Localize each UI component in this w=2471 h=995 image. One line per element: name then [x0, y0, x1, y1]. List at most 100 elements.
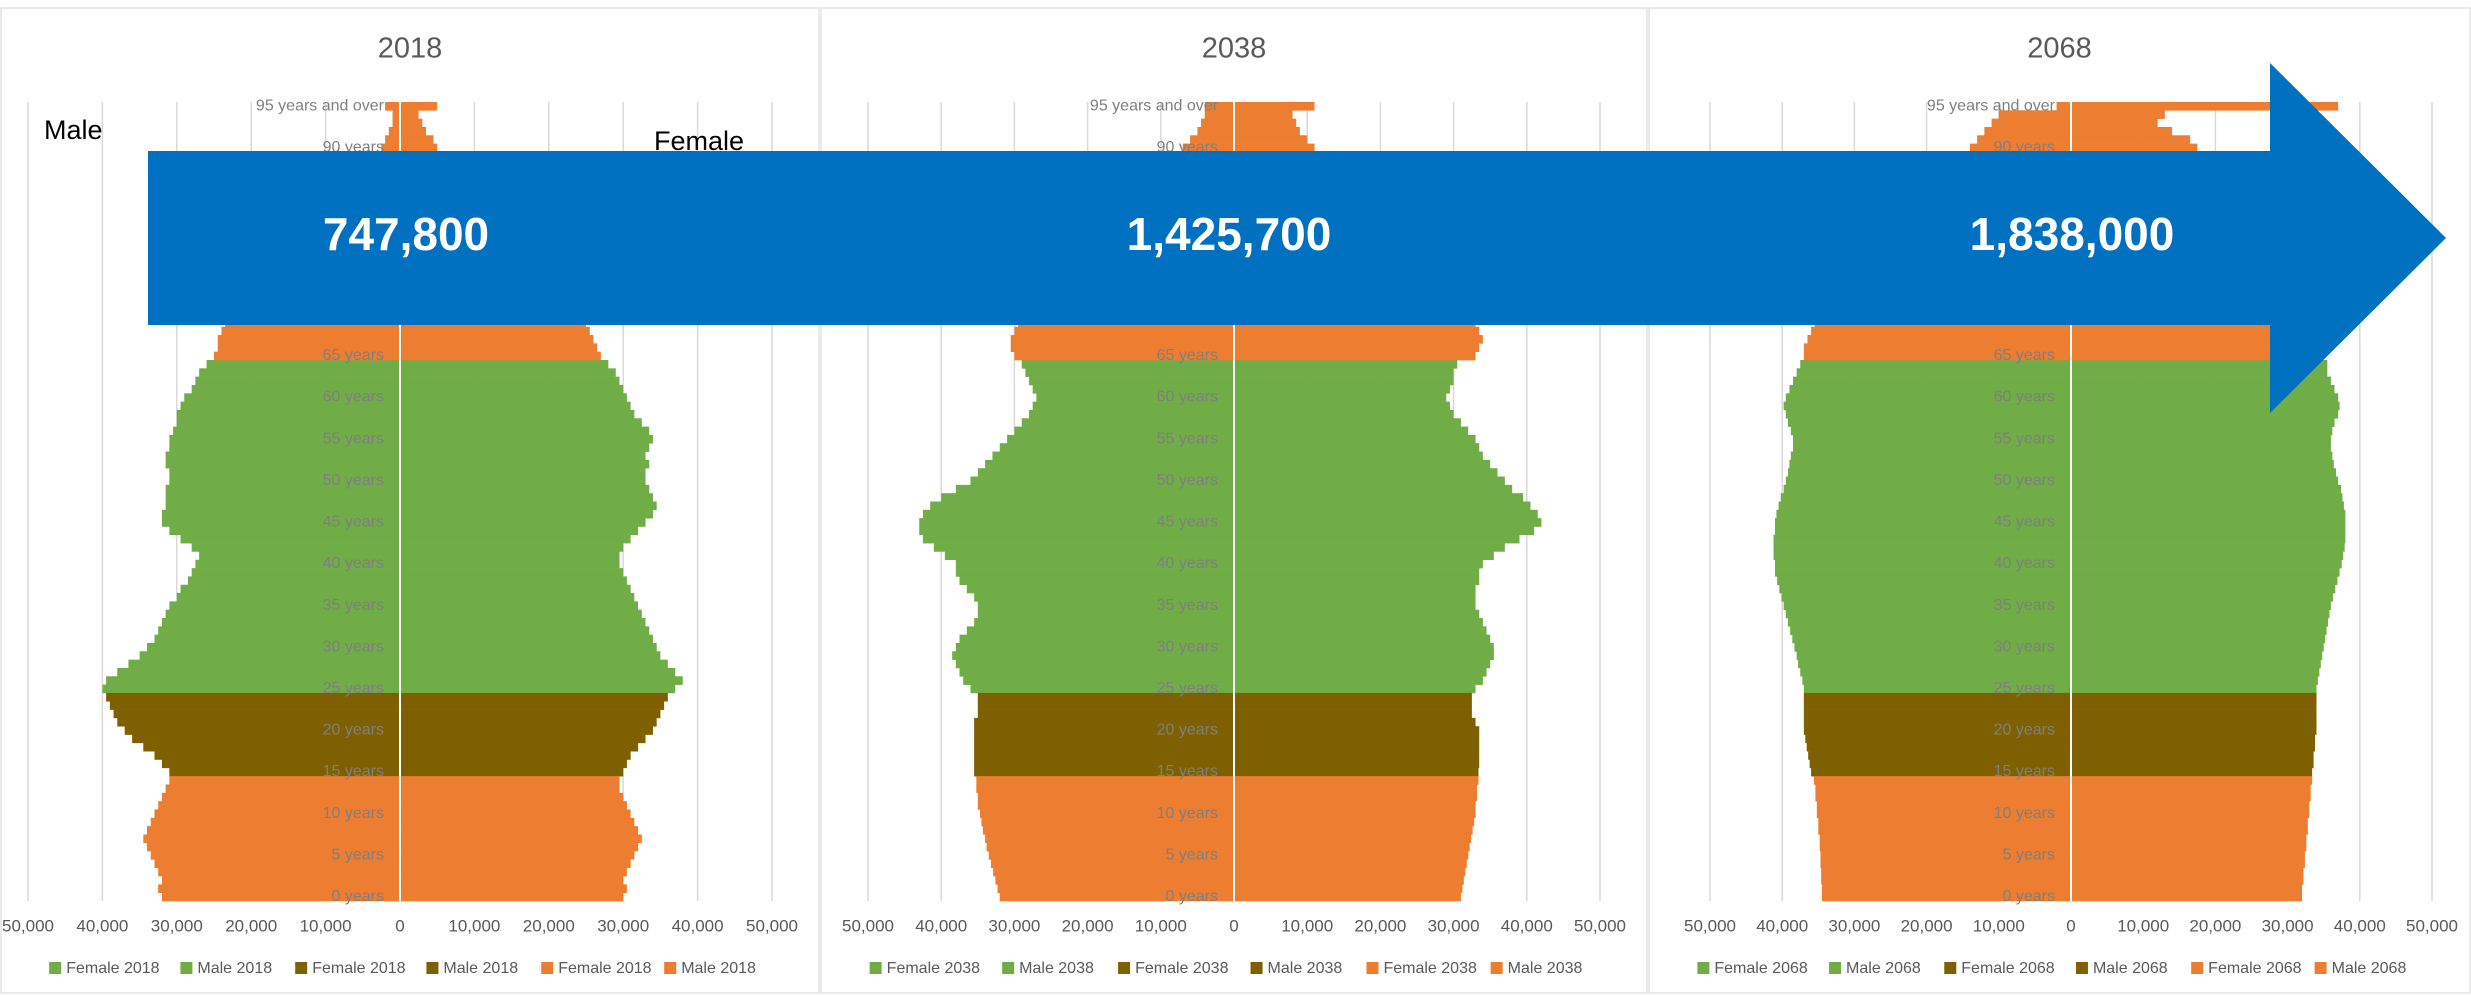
- y-tick-label: 25 years: [323, 680, 384, 697]
- bar: [919, 518, 1234, 527]
- x-tick-label: 10,000: [300, 916, 352, 935]
- bar: [400, 834, 642, 844]
- bar: [1204, 102, 1234, 111]
- y-tick-label: 60 years: [1157, 389, 1218, 406]
- bar: [2071, 118, 2158, 128]
- x-tick-label: 0: [395, 916, 404, 935]
- bar: [1234, 626, 1487, 635]
- legend-label: Female 2038: [887, 960, 980, 977]
- bar: [214, 351, 400, 361]
- legend-swatch: [541, 962, 554, 974]
- x-tick-label: 0: [1229, 916, 1238, 935]
- bar: [180, 401, 400, 411]
- bar: [933, 543, 1234, 552]
- bar: [400, 568, 624, 577]
- x-tick-label: 20,000: [1062, 916, 1114, 935]
- bar: [977, 692, 1234, 702]
- bar: [1773, 543, 2071, 552]
- bar: [1234, 459, 1491, 469]
- bar: [1234, 642, 1494, 652]
- y-tick-label: 45 years: [1994, 514, 2055, 531]
- bar: [1032, 401, 1234, 411]
- bar: [106, 692, 401, 702]
- bar: [2071, 559, 2342, 569]
- bar: [1777, 576, 2071, 586]
- bar: [400, 709, 661, 719]
- bar: [988, 851, 1234, 860]
- x-tick-label: 20,000: [523, 916, 575, 935]
- bar: [1234, 434, 1476, 444]
- bar: [2071, 551, 2344, 561]
- x-tick-label: 10,000: [1135, 916, 1187, 935]
- bar: [128, 659, 400, 669]
- bar: [1007, 434, 1234, 444]
- bar: [2071, 726, 2317, 735]
- bar: [124, 726, 400, 735]
- bar: [1234, 376, 1454, 386]
- bar: [1234, 734, 1480, 744]
- bar: [400, 842, 639, 852]
- bar: [400, 876, 624, 885]
- y-tick-label: 65 years: [1157, 347, 1218, 364]
- bar: [2071, 143, 2198, 153]
- bar: [154, 751, 400, 760]
- y-tick-label: 40 years: [1157, 555, 1218, 572]
- panel-border: [1648, 7, 2471, 994]
- bar: [1787, 468, 2071, 477]
- legend-label: Male 2068: [2093, 960, 2168, 977]
- x-tick-label: 30,000: [988, 916, 1040, 935]
- bar: [1984, 126, 2071, 136]
- bar: [400, 118, 423, 128]
- bar: [963, 676, 1234, 685]
- bar: [2071, 659, 2321, 669]
- bar: [400, 335, 594, 344]
- bar: [1234, 476, 1505, 486]
- bar: [2071, 784, 2311, 794]
- bar: [1234, 526, 1535, 536]
- bar: [1234, 684, 1476, 694]
- y-tick-label: 10 years: [1157, 805, 1218, 822]
- bar: [2071, 618, 2329, 627]
- bar: [400, 459, 650, 469]
- legend-swatch: [1697, 962, 1710, 974]
- bar: [1234, 742, 1480, 752]
- bar: [184, 393, 400, 402]
- bar: [147, 642, 400, 652]
- x-tick-label: 10,000: [1973, 916, 2025, 935]
- bar: [2071, 593, 2334, 602]
- bar: [217, 335, 400, 344]
- bar: [1234, 709, 1472, 719]
- y-tick-label: 50 years: [1994, 472, 2055, 489]
- bar: [2071, 426, 2333, 436]
- bar: [2071, 609, 2330, 619]
- bar: [400, 143, 438, 153]
- y-tick-label: 15 years: [1994, 763, 2055, 780]
- chart-title: 2038: [1202, 33, 1267, 65]
- bar: [400, 726, 653, 735]
- bar: [400, 476, 646, 486]
- bar: [400, 801, 627, 810]
- bar: [2071, 576, 2338, 586]
- bar: [1234, 892, 1461, 902]
- legend-label: Female 2018: [66, 960, 159, 977]
- bar: [400, 701, 665, 710]
- legend-swatch: [49, 962, 62, 974]
- bar: [161, 509, 400, 519]
- legend-label: Male 2068: [2332, 960, 2407, 977]
- bar: [400, 451, 646, 461]
- bar: [169, 434, 400, 444]
- bar: [1234, 351, 1476, 361]
- y-tick-label: 45 years: [323, 514, 384, 531]
- bar: [400, 135, 434, 144]
- y-tick-label: 0 years: [2003, 888, 2055, 905]
- bar: [165, 609, 400, 619]
- bar: [147, 842, 400, 852]
- legend-swatch: [180, 962, 193, 974]
- legend-label: Male 2018: [443, 960, 518, 977]
- y-tick-label: 65 years: [1994, 347, 2055, 364]
- arrow-label: 1,838,000: [1970, 208, 2175, 260]
- bar: [158, 867, 400, 877]
- bar: [1234, 501, 1531, 511]
- bar: [977, 609, 1234, 619]
- legend-swatch: [1002, 962, 1015, 974]
